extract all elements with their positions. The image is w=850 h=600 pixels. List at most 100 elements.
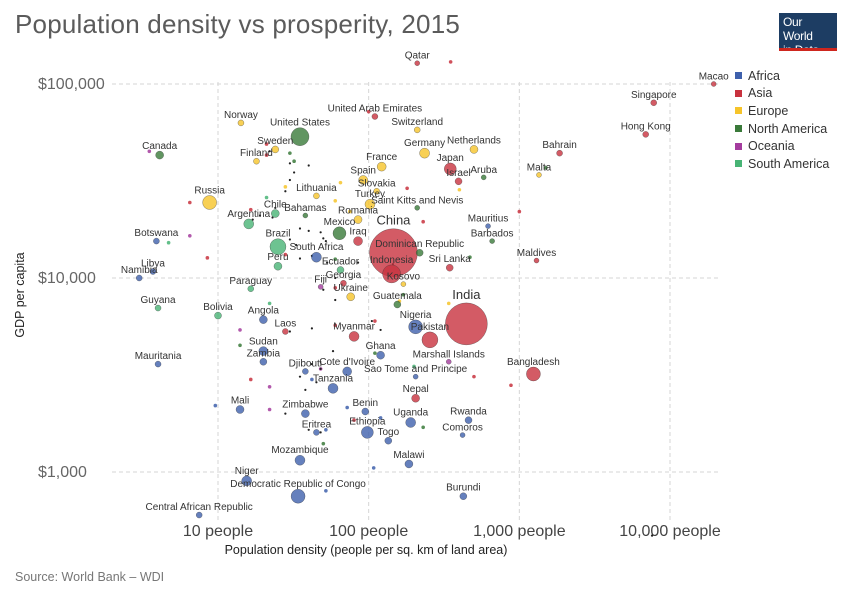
data-point-small[interactable]	[448, 60, 453, 64]
data-point-small[interactable]	[147, 149, 152, 154]
data-point-small[interactable]	[373, 319, 377, 323]
data-point-brazil[interactable]	[269, 238, 287, 255]
data-point-georgia[interactable]	[340, 279, 347, 287]
data-point-netherlands[interactable]	[469, 145, 479, 154]
data-point-small[interactable]	[324, 489, 328, 493]
data-point-small[interactable]	[238, 343, 242, 348]
data-point-peru[interactable]	[273, 261, 283, 271]
data-point-laos[interactable]	[282, 328, 289, 335]
data-point-small[interactable]	[378, 416, 383, 420]
data-point-turkey[interactable]	[364, 198, 376, 210]
data-point-central-african-republic[interactable]	[195, 511, 203, 519]
data-point-sri-lanka[interactable]	[445, 263, 454, 272]
data-point-japan[interactable]	[444, 162, 457, 176]
data-point-small[interactable]	[333, 323, 338, 328]
data-point-small[interactable]	[188, 234, 192, 238]
data-point-small[interactable]	[188, 200, 192, 205]
data-point-ghana[interactable]	[376, 350, 385, 360]
data-point-lithuania[interactable]	[313, 192, 320, 200]
data-point-small[interactable]	[405, 186, 409, 191]
data-point-qatar[interactable]	[414, 60, 420, 66]
data-point-small[interactable]	[283, 185, 288, 189]
data-point-small[interactable]	[373, 351, 377, 355]
data-point-small[interactable]	[352, 418, 356, 422]
data-point-pakistan[interactable]	[421, 331, 439, 349]
data-point-canada[interactable]	[155, 150, 164, 160]
data-point-small[interactable]	[321, 441, 326, 446]
data-point-small[interactable]	[472, 374, 476, 379]
data-point-niger[interactable]	[241, 475, 252, 487]
data-point-namibia[interactable]	[135, 274, 143, 282]
data-point-guyana[interactable]	[154, 304, 162, 312]
data-point-small[interactable]	[205, 256, 210, 260]
data-point-chile[interactable]	[271, 209, 280, 218]
data-point-small[interactable]	[348, 209, 352, 214]
data-point-mauritania[interactable]	[154, 360, 162, 368]
data-point-small[interactable]	[517, 209, 522, 214]
data-point-small[interactable]	[421, 425, 425, 430]
data-point-united-arab-emirates[interactable]	[371, 113, 379, 120]
legend-item-africa[interactable]: Africa	[735, 67, 829, 85]
data-point-small[interactable]	[401, 292, 406, 297]
data-point-small[interactable]	[345, 405, 349, 410]
data-point-bahamas[interactable]	[302, 212, 309, 219]
legend-item-north-america[interactable]: North America	[735, 120, 829, 138]
data-point-small[interactable]	[264, 142, 269, 146]
data-point-saint-kitts-and-nevis[interactable]	[414, 205, 420, 211]
data-point-ukraine[interactable]	[346, 292, 355, 302]
data-point-small[interactable]	[371, 466, 376, 470]
data-point-uganda[interactable]	[405, 417, 416, 428]
data-point-small[interactable]	[333, 257, 338, 261]
data-point-slovakia[interactable]	[373, 188, 380, 195]
owid-logo[interactable]: Our World in Data	[779, 13, 837, 57]
legend-item-europe[interactable]: Europe	[735, 102, 829, 120]
data-point-ecuador[interactable]	[336, 266, 345, 274]
data-point-south-africa[interactable]	[311, 251, 322, 263]
data-point-small[interactable]	[412, 364, 416, 369]
data-point-india[interactable]	[445, 302, 488, 346]
data-point-mali[interactable]	[235, 405, 245, 414]
data-point-barbados[interactable]	[489, 238, 495, 244]
data-point-small[interactable]	[267, 384, 272, 389]
data-point-sao-tome-and-principe[interactable]	[412, 373, 419, 380]
data-point-mauritius[interactable]	[485, 223, 491, 229]
data-point-russia[interactable]	[202, 195, 217, 210]
data-point-bangladesh[interactable]	[526, 366, 541, 382]
data-point-sweden[interactable]	[271, 145, 280, 154]
data-point-small[interactable]	[366, 109, 371, 114]
data-point-small[interactable]	[457, 187, 462, 192]
data-point-hong-kong[interactable]	[642, 131, 649, 138]
data-point-malawi[interactable]	[404, 459, 414, 469]
data-point-maldives[interactable]	[533, 257, 540, 264]
data-point-botswana[interactable]	[153, 237, 160, 245]
legend-item-south-america[interactable]: South America	[735, 155, 829, 173]
data-point-small[interactable]	[324, 428, 328, 432]
data-point-burundi[interactable]	[459, 492, 468, 500]
data-point-iraq[interactable]	[353, 236, 363, 246]
data-point-argentina[interactable]	[243, 218, 255, 230]
data-point-small[interactable]	[213, 403, 218, 408]
data-point-djibouti[interactable]	[302, 368, 309, 375]
legend-item-asia[interactable]: Asia	[735, 85, 829, 103]
data-point-small[interactable]	[264, 153, 269, 157]
data-point-small[interactable]	[248, 207, 253, 212]
data-point-small[interactable]	[544, 165, 548, 170]
data-point-myanmar[interactable]	[348, 331, 360, 342]
data-point-small[interactable]	[446, 301, 451, 306]
data-point-france[interactable]	[376, 161, 387, 172]
data-point-cote-d-ivoire[interactable]	[342, 366, 352, 377]
data-point-angola[interactable]	[259, 315, 268, 324]
data-point-zimbabwe[interactable]	[301, 409, 310, 418]
data-point-small[interactable]	[264, 195, 269, 200]
data-point-bolivia[interactable]	[214, 311, 222, 320]
data-point-paraguay[interactable]	[247, 285, 255, 293]
data-point-singapore[interactable]	[650, 99, 657, 107]
data-point-marshall-islands[interactable]	[445, 359, 452, 365]
data-point-small[interactable]	[288, 151, 292, 155]
data-point-small[interactable]	[292, 159, 296, 164]
data-point-small[interactable]	[238, 328, 242, 332]
data-point-benin[interactable]	[361, 407, 370, 416]
data-point-zambia[interactable]	[259, 358, 268, 366]
data-point-small[interactable]	[283, 252, 288, 257]
data-point-tanzania[interactable]	[327, 383, 339, 394]
